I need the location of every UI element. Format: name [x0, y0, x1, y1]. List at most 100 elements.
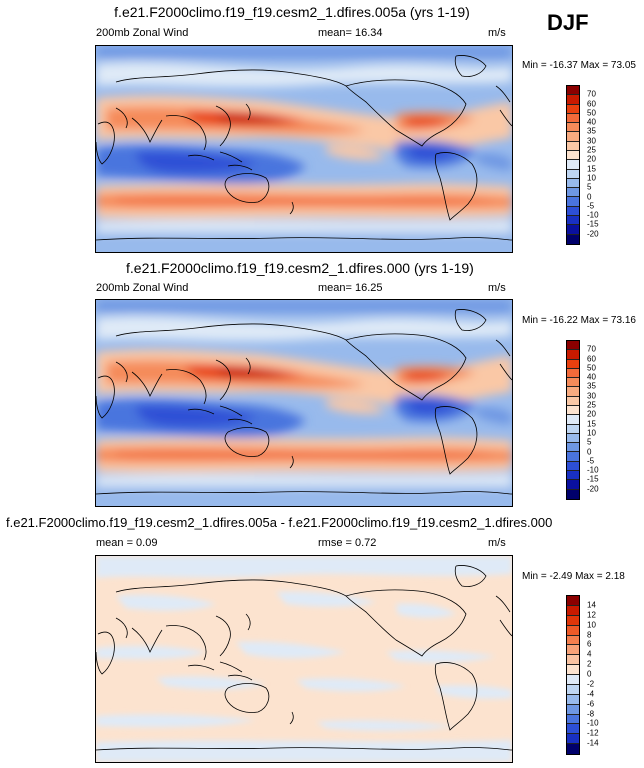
colorbar-swatch	[567, 704, 579, 715]
colorbar-tick-label: -6	[587, 699, 595, 709]
colorbar-tick-label: 2	[587, 659, 592, 669]
colorbar-swatch	[567, 443, 579, 453]
map-panel-2	[95, 299, 513, 507]
panel-1-units: m/s	[488, 27, 506, 39]
colorbar-tick-label: -5	[587, 201, 595, 211]
colorbar-tick-label: 20	[587, 154, 596, 164]
colorbar-tick-label: -14	[587, 738, 599, 748]
colorbar-swatch	[567, 341, 579, 351]
colorbar-tick-label: 60	[587, 99, 596, 109]
colorbar-swatch	[567, 625, 579, 636]
colorbar-tick-label: -15	[587, 219, 599, 229]
colorbar-tick-label: 0	[587, 447, 592, 457]
colorbar-tick-label: -5	[587, 456, 595, 466]
map-panel-3-field	[96, 556, 512, 762]
colorbar-swatch	[567, 141, 579, 151]
colorbar-swatch	[567, 480, 579, 490]
colorbar-swatch	[567, 86, 579, 96]
season-label: DJF	[547, 10, 589, 35]
colorbar-swatch	[567, 744, 579, 754]
colorbar-swatch	[567, 350, 579, 360]
panel-2-left-label: 200mb Zonal Wind	[96, 282, 189, 294]
map-panel-2-field	[96, 300, 512, 506]
colorbar-swatch	[567, 396, 579, 406]
colorbar-swatch	[567, 132, 579, 142]
colorbar-tick-label: 0	[587, 192, 592, 202]
colorbar-tick-label: 35	[587, 126, 596, 136]
colorbar-swatch	[567, 95, 579, 105]
colorbar-swatch	[567, 724, 579, 735]
colorbar-swatch	[567, 415, 579, 425]
colorbar-tick-label: 0	[587, 669, 592, 679]
colorbar-swatch	[567, 169, 579, 179]
colorbar-swatch	[567, 160, 579, 170]
colorbar-tick-label: 60	[587, 354, 596, 364]
panel-1-minmax: Min = -16.37 Max = 73.05	[522, 60, 636, 71]
colorbar-swatch	[567, 188, 579, 198]
colorbar-swatch	[567, 596, 579, 606]
colorbar-tick-label: -15	[587, 474, 599, 484]
panel-3-minmax: Min = -2.49 Max = 2.18	[522, 571, 625, 582]
colorbar-swatch	[567, 225, 579, 235]
panel-1-left-label: 200mb Zonal Wind	[96, 27, 189, 39]
colorbar-swatch	[567, 694, 579, 705]
colorbar-swatch	[567, 452, 579, 462]
colorbar-tick-label: 70	[587, 344, 596, 354]
colorbar-tick-label: 30	[587, 136, 596, 146]
colorbar-swatch	[567, 215, 579, 226]
colorbar-swatch	[567, 113, 579, 124]
colorbar-tick-label: 40	[587, 117, 596, 127]
map-panel-3	[95, 555, 513, 763]
colorbar-swatch	[567, 714, 579, 725]
colorbar-tick-label: 12	[587, 610, 596, 620]
colorbar-swatch	[567, 206, 579, 216]
colorbar-swatch	[567, 684, 579, 695]
colorbar-tick-label: 8	[587, 630, 592, 639]
colorbar-tick-label: 6	[587, 639, 592, 649]
colorbar-swatch	[567, 635, 579, 646]
colorbar-swatch	[567, 645, 579, 656]
colorbar-tick-label: 15	[587, 164, 596, 174]
colorbar-swatch	[567, 368, 579, 379]
colorbar-tick-label: -20	[587, 229, 599, 239]
colorbar-tick-label: 10	[587, 173, 596, 183]
colorbar-tick-label: 15	[587, 419, 596, 429]
colorbar-swatch	[567, 378, 579, 388]
coastlines	[96, 565, 512, 751]
colorbar-2	[566, 340, 580, 500]
panel-2-title: f.e21.F2000climo.f19_f19.cesm2_1.dfires.…	[126, 260, 474, 276]
map-panel-1-field	[96, 46, 512, 252]
colorbar-tick-label: 4	[587, 649, 592, 659]
colorbar-tick-label: 5	[587, 182, 592, 192]
colorbar-tick-label: 5	[587, 437, 592, 447]
colorbar-1	[566, 85, 580, 245]
colorbar-tick-label: -10	[587, 465, 599, 475]
colorbar-tick-label: 40	[587, 372, 596, 382]
colorbar-swatch	[567, 665, 579, 675]
colorbar-tick-label: -8	[587, 709, 595, 718]
colorbar-tick-label: 25	[587, 145, 596, 155]
colorbar-tick-label: -12	[587, 728, 599, 738]
colorbar-swatch	[567, 605, 579, 616]
colorbar-tick-label: -10	[587, 210, 599, 220]
panel-3-mean-label: mean = 0.09	[96, 537, 158, 549]
colorbar-tick-label: 10	[587, 428, 596, 438]
colorbar-3	[566, 595, 580, 755]
colorbar-tick-label: 35	[587, 381, 596, 391]
colorbar-tick-label: 20	[587, 409, 596, 419]
coastlines	[96, 309, 512, 495]
colorbar-swatch	[567, 675, 579, 685]
colorbar-swatch	[567, 424, 579, 434]
colorbar-swatch	[567, 433, 579, 444]
colorbar-swatch	[567, 123, 579, 133]
colorbar-swatch	[567, 655, 579, 666]
colorbar-tick-label: 50	[587, 363, 596, 373]
colorbar-swatch	[567, 359, 579, 369]
colorbar-swatch	[567, 470, 579, 481]
colorbar-swatch	[567, 234, 579, 244]
panel-3-units: m/s	[488, 537, 506, 549]
colorbar-tick-label: 50	[587, 108, 596, 118]
colorbar-tick-label: 25	[587, 400, 596, 410]
colorbar-swatch	[567, 197, 579, 207]
panel-2-mean-label: mean= 16.25	[318, 282, 383, 294]
